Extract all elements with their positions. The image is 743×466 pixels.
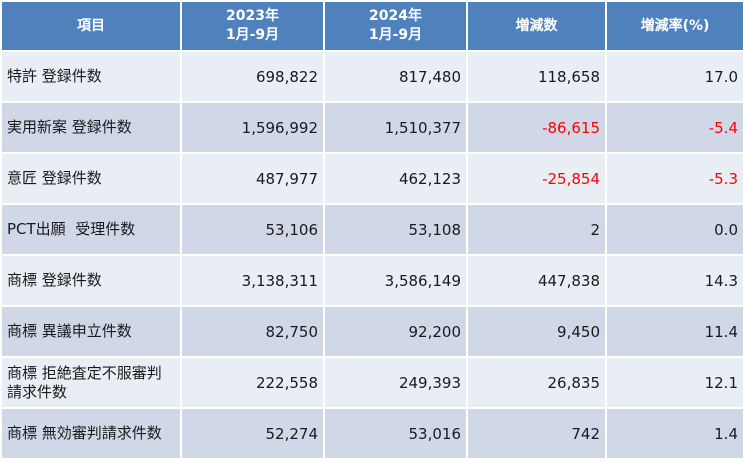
row-2024-value: 249,393 [323,356,468,409]
row-2023-value: 3,138,311 [180,254,325,307]
row-2024-value: 462,123 [323,152,468,205]
row-rate-value: 17.0 [605,50,743,103]
header-2024-period: 1月-9月 [368,27,423,43]
row-item: 意匠 登録件数 [0,152,182,205]
header-2024-year: 2024年 [369,8,422,24]
row-diff-value: 447,838 [466,254,607,307]
row-diff-value: 9,450 [466,305,607,358]
row-rate-value: -5.4 [605,101,743,154]
row-diff-value: 118,658 [466,50,607,103]
row-item: 商標 拒絶査定不服審判請求件数 [0,356,182,409]
table-row: 商標 登録件数 3,138,311 3,586,149 447,838 14.3 [0,254,743,307]
table-header-row: 項目 2023年 1月-9月 2024年 1月-9月 増減数 増減率(%) [0,0,743,52]
header-item: 項目 [0,0,182,52]
row-diff-value: -86,615 [466,101,607,154]
table-row: 実用新案 登録件数 1,596,992 1,510,377 -86,615 -5… [0,101,743,154]
table-row: 商標 無効審判請求件数 52,274 53,016 742 1.4 [0,407,743,460]
table-row: 商標 異議申立件数 82,750 92,200 9,450 11.4 [0,305,743,358]
row-2023-value: 222,558 [180,356,325,409]
table-row: 意匠 登録件数 487,977 462,123 -25,854 -5.3 [0,152,743,205]
row-2024-value: 817,480 [323,50,468,103]
row-diff-value: 2 [466,203,607,256]
row-rate-value: 11.4 [605,305,743,358]
row-2024-value: 3,586,149 [323,254,468,307]
row-diff-value: -25,854 [466,152,607,205]
row-item: 商標 無効審判請求件数 [0,407,182,460]
row-2023-value: 1,596,992 [180,101,325,154]
row-2023-value: 82,750 [180,305,325,358]
row-2023-value: 698,822 [180,50,325,103]
row-2024-value: 92,200 [323,305,468,358]
table-row: PCT出願 受理件数 53,106 53,108 2 0.0 [0,203,743,256]
header-diff: 増減数 [466,0,607,52]
row-item: 実用新案 登録件数 [0,101,182,154]
row-item: 商標 異議申立件数 [0,305,182,358]
header-rate: 増減率(%) [605,0,743,52]
row-item: PCT出願 受理件数 [0,203,182,256]
row-diff-value: 26,835 [466,356,607,409]
table-row: 商標 拒絶査定不服審判請求件数 222,558 249,393 26,835 1… [0,356,743,409]
header-2023-year: 2023年 [226,8,279,24]
row-2024-value: 53,016 [323,407,468,460]
row-2024-value: 53,108 [323,203,468,256]
row-2023-value: 52,274 [180,407,325,460]
header-2024: 2024年 1月-9月 [323,0,468,52]
row-rate-value: 1.4 [605,407,743,460]
row-item: 商標 登録件数 [0,254,182,307]
header-2023: 2023年 1月-9月 [180,0,325,52]
row-2023-value: 487,977 [180,152,325,205]
table-row: 特許 登録件数 698,822 817,480 118,658 17.0 [0,50,743,103]
row-rate-value: 12.1 [605,356,743,409]
row-rate-value: 0.0 [605,203,743,256]
row-2023-value: 53,106 [180,203,325,256]
row-rate-value: -5.3 [605,152,743,205]
row-diff-value: 742 [466,407,607,460]
row-2024-value: 1,510,377 [323,101,468,154]
header-2023-period: 1月-9月 [225,27,280,43]
row-item: 特許 登録件数 [0,50,182,103]
row-rate-value: 14.3 [605,254,743,307]
